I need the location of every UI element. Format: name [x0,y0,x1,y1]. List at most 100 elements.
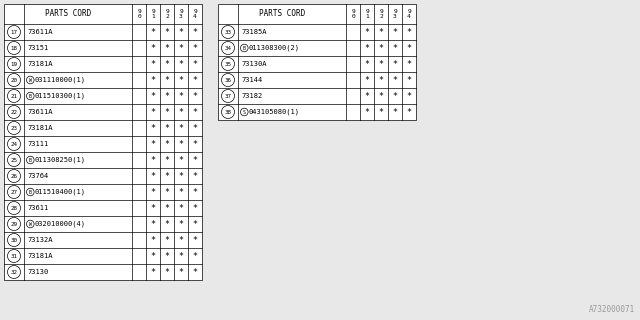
Text: PARTS CORD: PARTS CORD [45,10,91,19]
Text: *: * [365,60,369,68]
Text: 9
1: 9 1 [151,9,155,19]
Text: 24: 24 [10,141,17,147]
Text: *: * [406,60,412,68]
Text: *: * [179,92,184,100]
Text: W: W [29,221,32,227]
Text: 73182: 73182 [241,93,262,99]
Text: *: * [179,156,184,164]
Text: 19: 19 [10,61,17,67]
Text: 73144: 73144 [241,77,262,83]
Text: *: * [150,44,156,52]
Text: 73151: 73151 [27,45,48,51]
Text: 37: 37 [225,93,232,99]
Text: *: * [378,60,383,68]
Text: W: W [29,77,32,83]
Text: 20: 20 [10,77,17,83]
Text: 22: 22 [10,109,17,115]
Text: *: * [392,76,397,84]
Text: 032010000(4): 032010000(4) [35,221,86,227]
Text: 17: 17 [10,29,17,35]
Text: 9
3: 9 3 [179,9,183,19]
Text: *: * [164,172,170,180]
Text: 73185A: 73185A [241,29,266,35]
Text: 26: 26 [10,173,17,179]
Text: *: * [164,188,170,196]
Text: *: * [193,76,198,84]
Text: 73130A: 73130A [241,61,266,67]
Text: *: * [150,236,156,244]
Text: *: * [164,252,170,260]
Text: *: * [150,124,156,132]
Text: *: * [164,28,170,36]
Text: 73611: 73611 [27,205,48,211]
Text: *: * [365,92,369,100]
Text: A732000071: A732000071 [589,305,635,314]
Text: 73130: 73130 [27,269,48,275]
Text: 9
0: 9 0 [137,9,141,19]
Text: *: * [193,204,198,212]
Text: B: B [29,189,32,195]
Text: *: * [179,268,184,276]
Text: 011510300(1): 011510300(1) [35,93,86,99]
Text: *: * [193,220,198,228]
Text: *: * [164,268,170,276]
Text: *: * [406,76,412,84]
Text: 28: 28 [10,205,17,211]
Text: 011308250(1): 011308250(1) [35,157,86,163]
Text: 9
2: 9 2 [165,9,169,19]
Text: B: B [243,45,246,51]
Text: 9
0: 9 0 [351,9,355,19]
Text: *: * [406,28,412,36]
Text: *: * [365,108,369,116]
Text: 9
3: 9 3 [393,9,397,19]
Text: 73181A: 73181A [27,125,52,131]
Text: 011308300(2): 011308300(2) [248,45,300,51]
Text: *: * [365,28,369,36]
Text: *: * [179,172,184,180]
Text: 36: 36 [225,77,232,83]
Text: *: * [193,172,198,180]
Text: *: * [164,156,170,164]
Text: *: * [392,28,397,36]
Text: *: * [392,92,397,100]
Text: 73611A: 73611A [27,29,52,35]
Text: 27: 27 [10,189,17,195]
Text: 9
1: 9 1 [365,9,369,19]
Text: 73611A: 73611A [27,109,52,115]
Text: *: * [193,60,198,68]
Text: *: * [179,140,184,148]
Text: *: * [193,252,198,260]
Text: *: * [150,188,156,196]
Text: *: * [378,76,383,84]
Text: *: * [378,44,383,52]
Text: *: * [392,44,397,52]
Text: 30: 30 [10,237,17,243]
Text: *: * [406,108,412,116]
Text: *: * [179,204,184,212]
Text: *: * [179,28,184,36]
Text: 9
4: 9 4 [407,9,411,19]
Text: *: * [179,252,184,260]
Text: *: * [164,60,170,68]
Text: *: * [179,188,184,196]
Text: 73181A: 73181A [27,253,52,259]
Text: *: * [179,220,184,228]
Text: *: * [164,204,170,212]
Text: *: * [150,140,156,148]
Text: *: * [193,156,198,164]
Text: *: * [150,28,156,36]
Text: *: * [150,172,156,180]
Text: *: * [150,76,156,84]
Text: *: * [164,140,170,148]
Text: *: * [179,44,184,52]
Text: *: * [150,92,156,100]
Text: *: * [193,188,198,196]
Text: *: * [150,156,156,164]
Text: *: * [365,76,369,84]
Text: S: S [243,109,246,115]
Text: *: * [150,252,156,260]
Text: *: * [164,92,170,100]
Text: *: * [365,44,369,52]
Bar [218,4,416,120]
Text: *: * [179,124,184,132]
